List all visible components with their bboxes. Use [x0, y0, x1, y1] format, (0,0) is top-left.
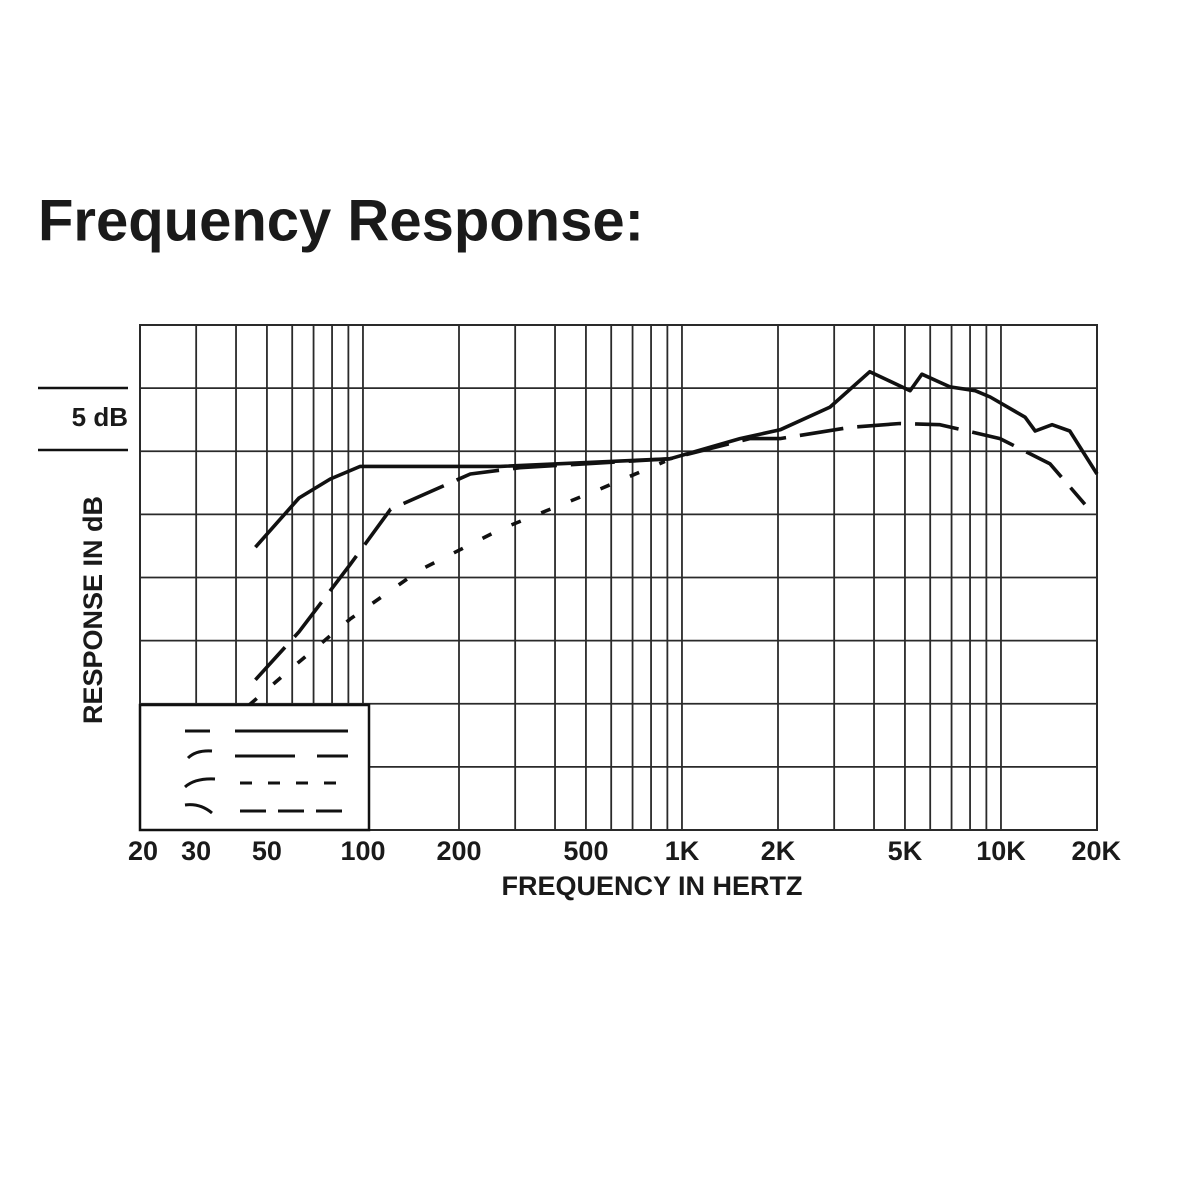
plot-area [139, 324, 1099, 831]
x-tick-label: 100 [340, 836, 385, 866]
legend-sample [186, 749, 213, 760]
x-tick-label: 2K [761, 836, 796, 866]
x-tick-label: 20 [128, 836, 158, 866]
scale-label: 5 dB [72, 402, 128, 432]
x-tick-label: 50 [252, 836, 282, 866]
legend-box [138, 703, 371, 832]
chart-title: Frequency Response: [38, 188, 644, 253]
x-tick-label: 200 [436, 836, 481, 866]
legend-sample [183, 777, 216, 789]
response-curve [248, 459, 666, 707]
x-tick-label: 30 [181, 836, 211, 866]
response-curve [254, 421, 1087, 682]
legend-sample [184, 803, 213, 815]
legend [138, 703, 371, 832]
x-tick-label: 10K [976, 836, 1026, 866]
x-tick-label: 1K [665, 836, 700, 866]
x-tick-label: 500 [563, 836, 608, 866]
x-axis-title: FREQUENCY IN HERTZ [501, 871, 802, 901]
x-tick-label: 20K [1071, 836, 1121, 866]
y-axis-title: RESPONSE IN dB [78, 496, 108, 724]
x-tick-label: 5K [888, 836, 923, 866]
response-curve [254, 369, 1099, 549]
plot-frame [139, 324, 1098, 831]
